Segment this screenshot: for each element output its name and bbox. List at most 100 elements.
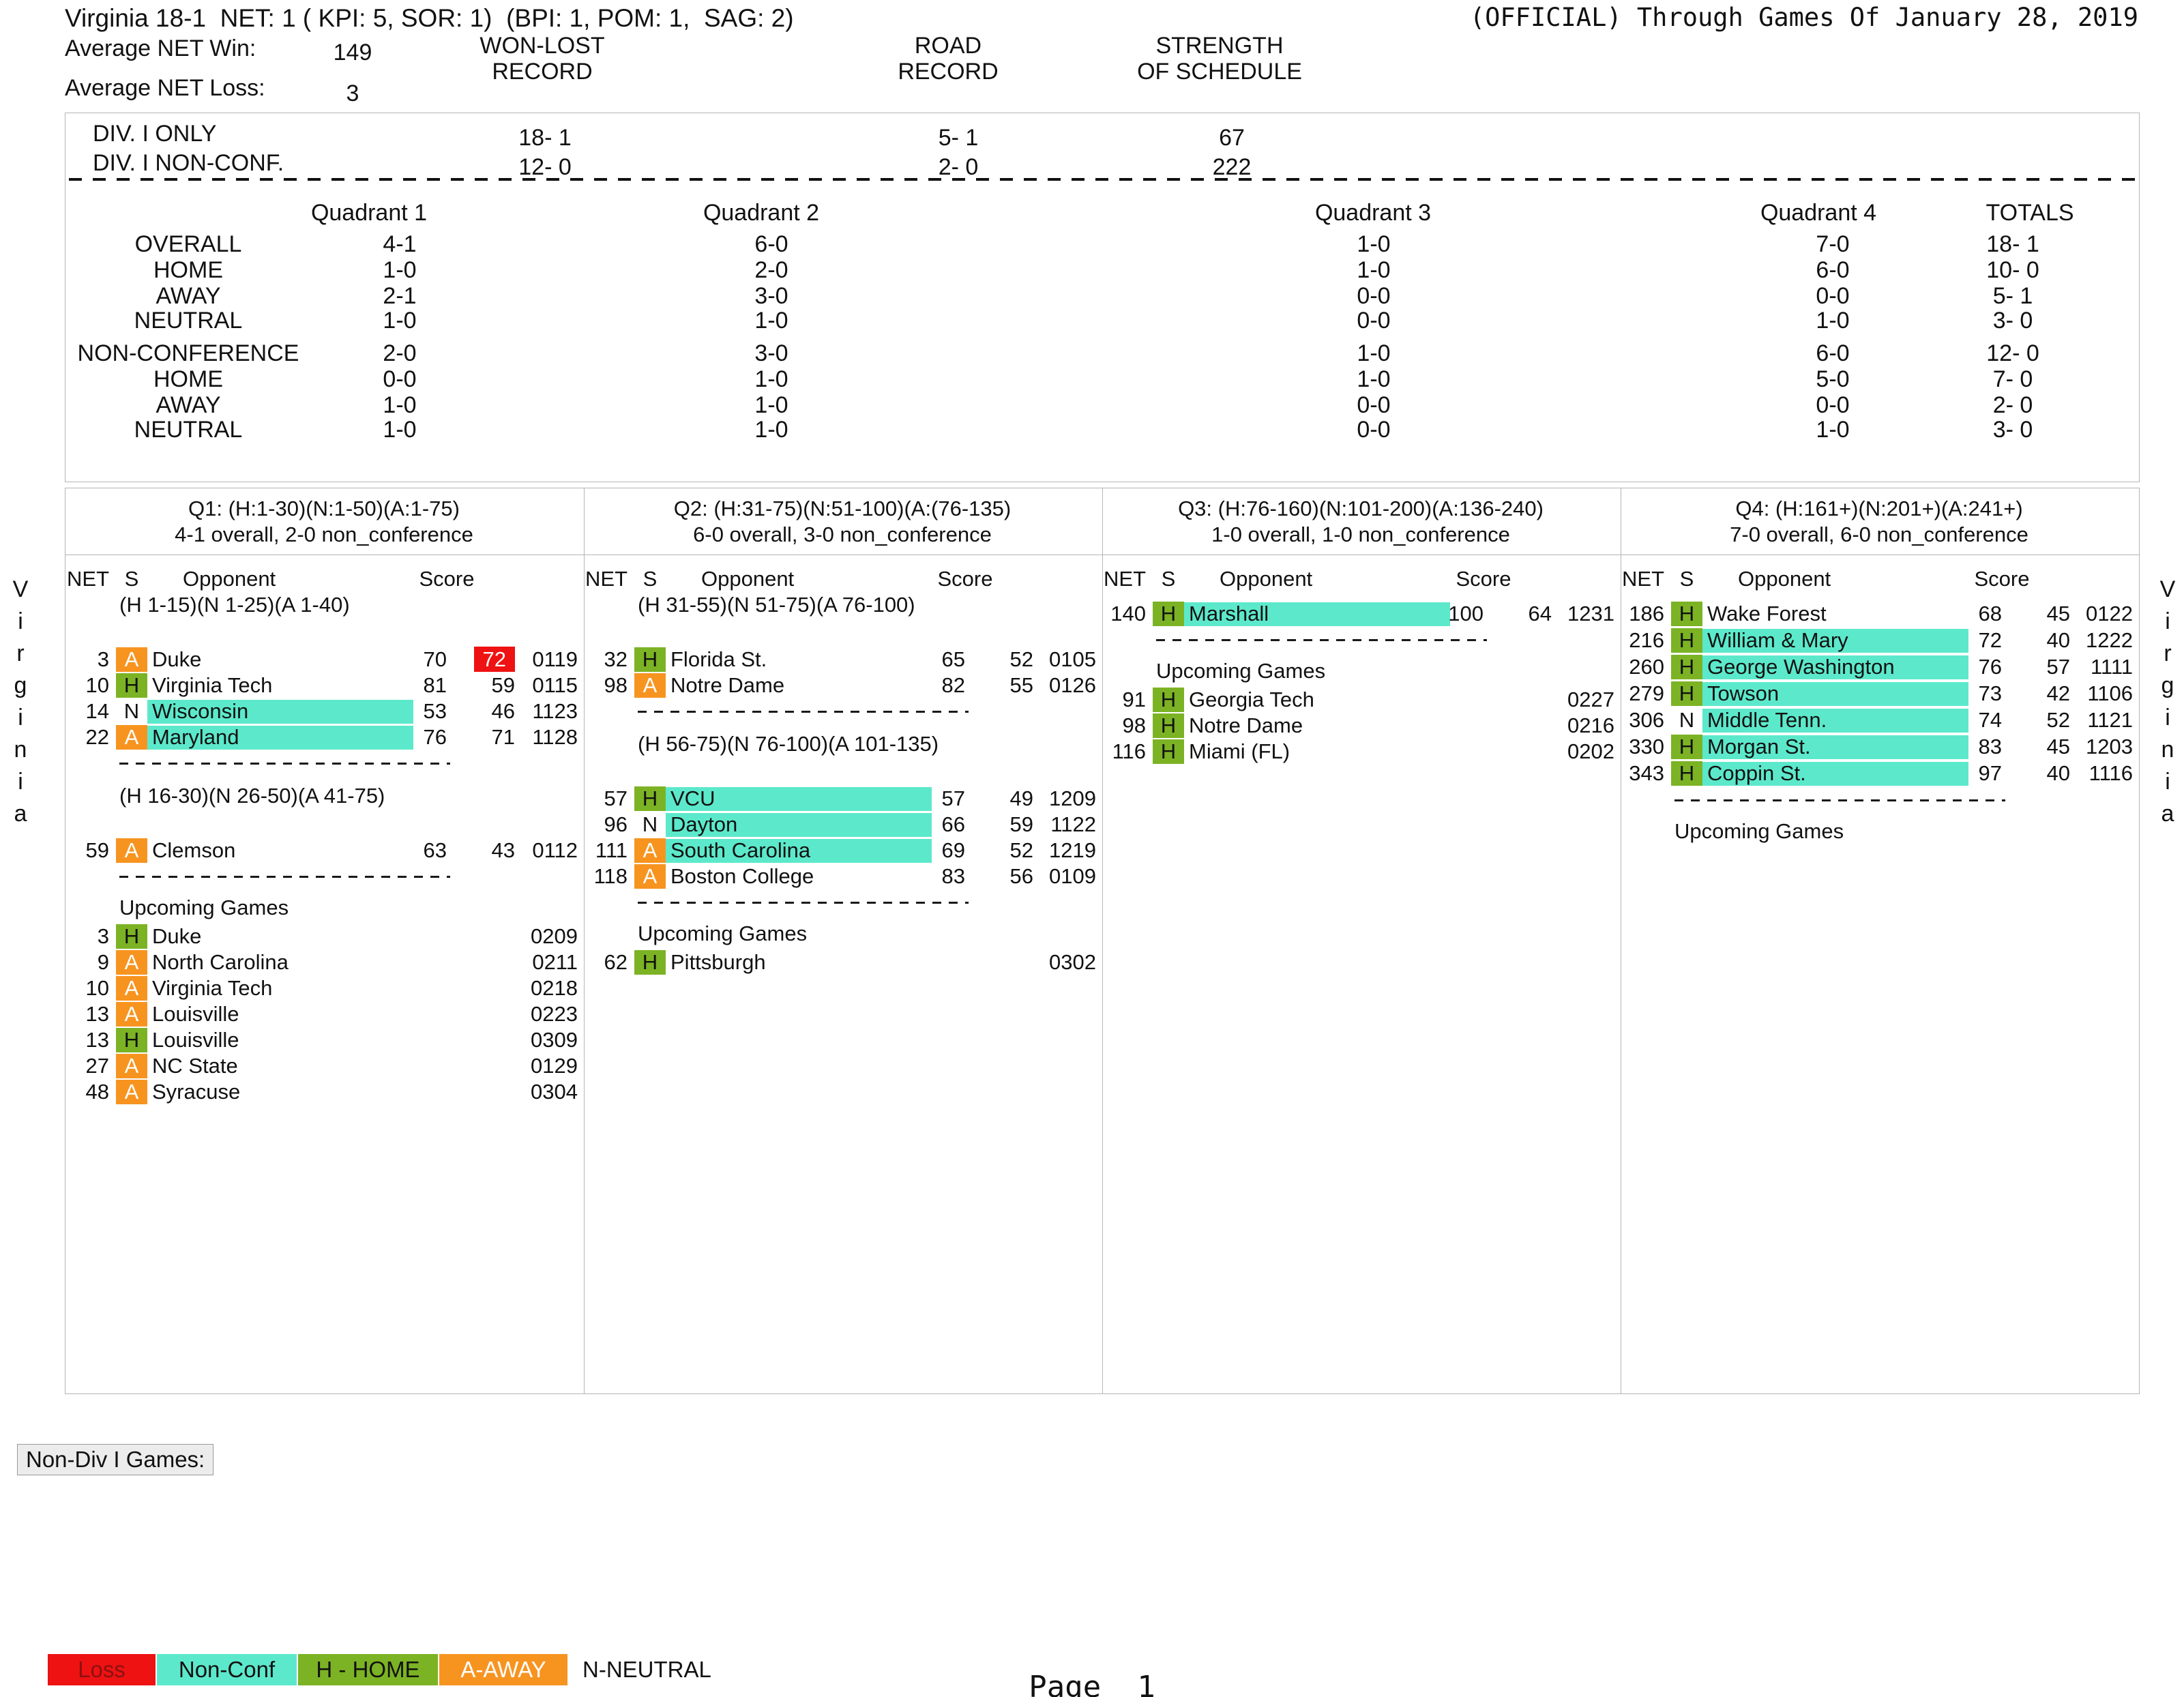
opponent-name: Coppin St. (1707, 761, 1806, 785)
quadrant-title: Q1: (H:1-30)(N:1-50)(A:1-75) (188, 497, 460, 520)
site-badge: N (1679, 708, 1695, 732)
div1-nonconf-sos: 222 (1212, 154, 1252, 180)
net-rank: 260 (1629, 655, 1664, 679)
net-rank: 306 (1629, 708, 1664, 732)
opponent-name: Notre Dame (1189, 713, 1303, 737)
upcoming-games-label: Upcoming Games (638, 921, 808, 945)
quadrants-box (65, 488, 2140, 1394)
opponent-name: Maryland (152, 725, 239, 749)
game-row: 140 H Marshall 100 64 1231 (1102, 601, 1620, 627)
game-date: 0126 (1049, 673, 1096, 697)
opponent-name: Wisconsin (152, 699, 249, 723)
opp-score: 45 (2046, 602, 2070, 625)
record-row-label: HOME (153, 257, 223, 283)
legend-neutral: N-NEUTRAL (582, 1657, 711, 1682)
site-badge: A (116, 725, 147, 750)
road-header-line1: ROAD (914, 33, 982, 59)
upcoming-game-row: 3 H Duke 0209 (65, 924, 583, 949)
game-date: 0223 (531, 1002, 578, 1026)
opponent-name: Miami (FL) (1189, 739, 1290, 763)
game-date: 0129 (531, 1054, 578, 1078)
site-badge: A (634, 673, 666, 698)
game-date: 1203 (2086, 735, 2133, 758)
opp-score-cell: 42 (2005, 681, 2070, 707)
opp-score: 55 (1009, 673, 1033, 697)
team-score: 65 (941, 647, 965, 671)
record-value: 18- 1 (1986, 231, 2039, 257)
net-rank: 98 (1122, 713, 1146, 737)
div1-only-road: 5- 1 (938, 125, 979, 151)
game-row: 57 H VCU 57 49 1209 (583, 786, 1102, 812)
upcoming-game-row: 27 A NC State 0129 (65, 1053, 583, 1079)
upcoming-games-label: Upcoming Games (119, 896, 289, 919)
site-badge: N (642, 812, 658, 836)
col-header-score: Score (419, 567, 475, 591)
opponent-name: NC State (152, 1054, 238, 1078)
record-row-label: OVERALL (134, 231, 242, 257)
game-date: 0304 (531, 1080, 578, 1104)
site-badge: H (1153, 602, 1184, 626)
site-badge: H (634, 786, 666, 811)
opp-score: 52 (1009, 838, 1033, 862)
game-date: 0211 (532, 950, 578, 974)
col-header-score: Score (1974, 567, 2030, 591)
opponent-name: South Carolina (670, 838, 811, 862)
team-score: 57 (941, 786, 965, 810)
site-badge: H (634, 647, 666, 672)
nonconf-highlight (1702, 762, 1968, 786)
record-row-label: NEUTRAL (134, 308, 243, 334)
quadrant-column-header: Quadrant 3 (1314, 200, 1432, 226)
site-badge: A (116, 647, 147, 672)
game-row: 279 H Towson 73 42 1106 (1620, 681, 2138, 707)
col-header-net: NET (585, 567, 628, 591)
game-row: 59 A Clemson 63 43 0112 (65, 838, 583, 864)
game-date: 1121 (2087, 708, 2133, 732)
opponent-name: Duke (152, 647, 202, 671)
team-score: 100 (1448, 602, 1484, 625)
game-date: 0112 (532, 838, 578, 862)
col-header-opponent: Opponent (1220, 567, 1313, 591)
game-date: 1116 (2089, 761, 2133, 785)
team-score: 74 (1978, 708, 2002, 732)
side-team-name-right: Virginia (2155, 576, 2181, 833)
net-rank: 62 (604, 950, 628, 974)
won-lost-header-line1: WON-LOST (479, 33, 605, 59)
record-row-label: HOME (153, 366, 223, 392)
site-badge: A (116, 1002, 147, 1027)
net-rank: 330 (1629, 735, 1664, 758)
quadrant-record: 1-0 overall, 1-0 non_conference (1211, 522, 1510, 546)
opp-score-cell: 52 (969, 647, 1033, 673)
team-score: 63 (423, 838, 447, 862)
net-rank: 59 (85, 838, 109, 862)
opp-score-cell: 59 (969, 812, 1033, 838)
record-value: 4-1 (383, 231, 417, 257)
nonconf-highlight (666, 839, 932, 863)
quadrant-column-header: Quadrant 2 (703, 200, 820, 226)
record-value: 2-0 (754, 257, 788, 283)
opp-score-cell: 71 (450, 724, 515, 750)
summary-divider (69, 178, 2136, 181)
game-row: 260 H George Washington 76 57 1111 (1620, 654, 2138, 680)
team-score: 53 (423, 699, 447, 723)
opponent-name: Pittsburgh (670, 950, 766, 974)
team-score: 81 (423, 673, 447, 697)
avg-net-loss-value: 3 (346, 80, 359, 106)
record-row-label: NEUTRAL (134, 417, 243, 443)
game-date: 1219 (1049, 838, 1096, 862)
col-header-site: S (1161, 567, 1176, 591)
site-badge: A (116, 976, 147, 1001)
nonconf-highlight (1184, 602, 1450, 626)
opp-score: 56 (1009, 864, 1033, 888)
record-value: 1-0 (1357, 340, 1391, 366)
opp-score-cell: 72 (450, 647, 515, 673)
col-header-site: S (124, 567, 139, 591)
record-value: 12- 0 (1986, 340, 2039, 366)
game-date: 0122 (2086, 602, 2133, 625)
opp-score-cell: 46 (450, 698, 515, 724)
record-value: 0-0 (1357, 308, 1391, 334)
team-score: 83 (941, 864, 965, 888)
team-score: 83 (1978, 735, 2002, 758)
site-badge: A (116, 950, 147, 975)
game-row: 343 H Coppin St. 97 40 1116 (1620, 761, 2138, 786)
